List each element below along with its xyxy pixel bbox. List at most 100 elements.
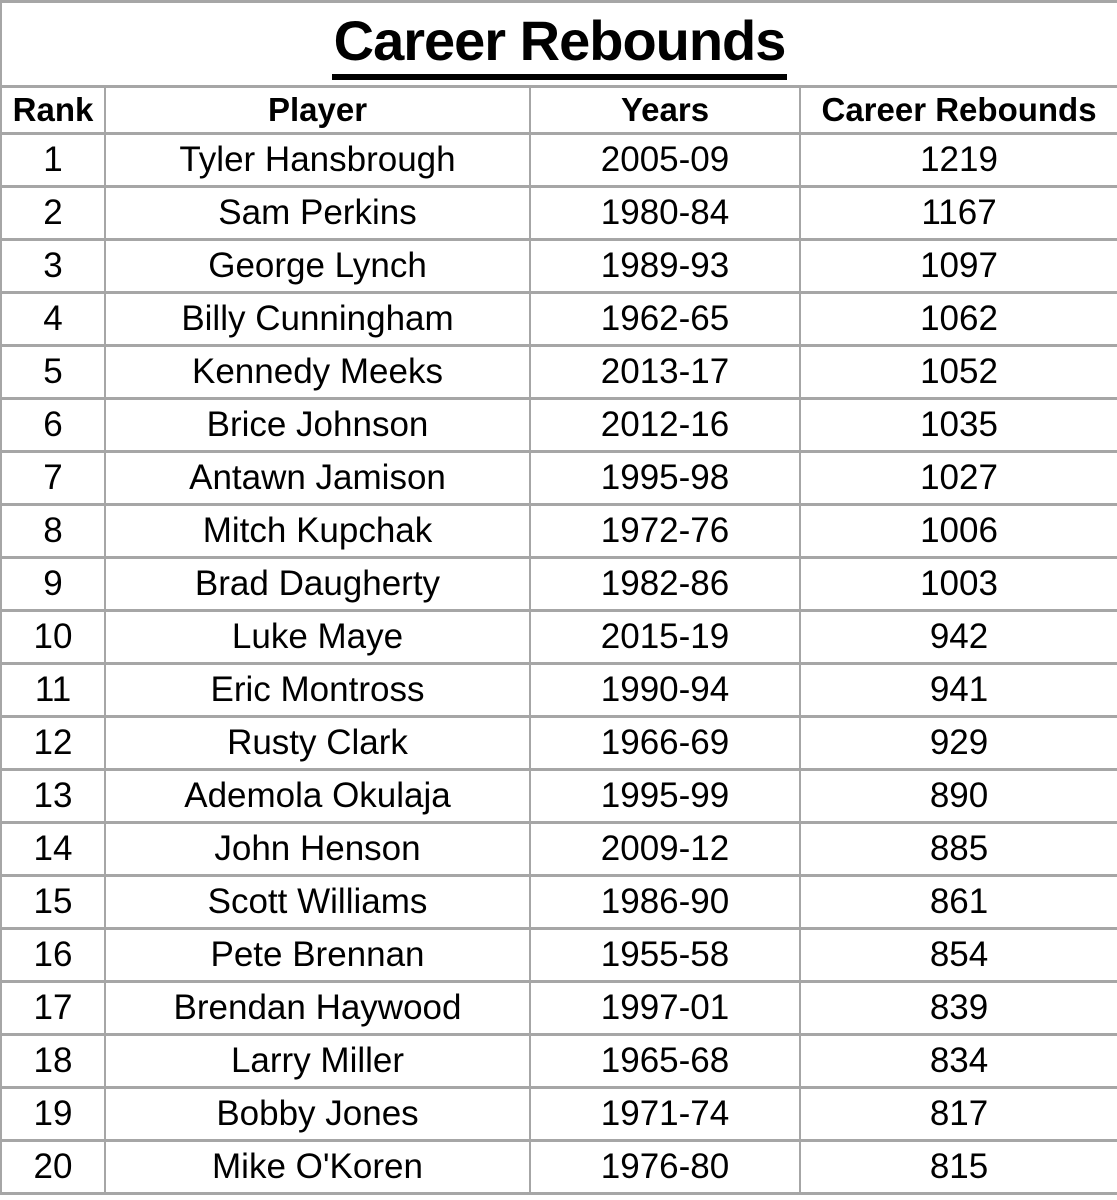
table-row: 18 Larry Miller 1965-68 834 — [0, 1033, 1117, 1089]
table-cell: 941 — [798, 662, 1117, 718]
table-cell: 1976-80 — [529, 1139, 801, 1195]
table-row: 14 John Henson 2009-12 885 — [0, 821, 1117, 877]
table-cell: Bobby Jones — [104, 1086, 531, 1142]
table-row: 19 Bobby Jones 1971-74 817 — [0, 1086, 1117, 1142]
table-cell: 1035 — [798, 397, 1117, 453]
column-header-rank: Rank — [0, 85, 106, 135]
table-cell: 1052 — [798, 344, 1117, 400]
table-cell: 12 — [0, 715, 106, 771]
table-row: 10 Luke Maye 2015-19 942 — [0, 609, 1117, 665]
table-cell: 15 — [0, 874, 106, 930]
table-cell: 854 — [798, 927, 1117, 983]
table-cell: Luke Maye — [104, 609, 531, 665]
table-row: 6 Brice Johnson 2012-16 1035 — [0, 397, 1117, 453]
table-cell: 1167 — [798, 185, 1117, 241]
table-cell: 929 — [798, 715, 1117, 771]
table-cell: 11 — [0, 662, 106, 718]
table-cell: John Henson — [104, 821, 531, 877]
table-cell: 1997-01 — [529, 980, 801, 1036]
table-cell: Tyler Hansbrough — [104, 132, 531, 188]
table-cell: 942 — [798, 609, 1117, 665]
table-cell: 1 — [0, 132, 106, 188]
table-row: 16 Pete Brennan 1955-58 854 — [0, 927, 1117, 983]
table-row: 12 Rusty Clark 1966-69 929 — [0, 715, 1117, 771]
table-cell: Kennedy Meeks — [104, 344, 531, 400]
column-header-years: Years — [529, 85, 801, 135]
table-cell: Scott Williams — [104, 874, 531, 930]
table-cell: Brice Johnson — [104, 397, 531, 453]
table-cell: 861 — [798, 874, 1117, 930]
table-cell: 1027 — [798, 450, 1117, 506]
table-cell: 1989-93 — [529, 238, 801, 294]
title-row: Career Rebounds — [0, 0, 1117, 88]
table-row: 11 Eric Montross 1990-94 941 — [0, 662, 1117, 718]
column-header-player: Player — [104, 85, 531, 135]
header-row: Rank Player Years Career Rebounds — [0, 85, 1117, 135]
table-cell: Mike O'Koren — [104, 1139, 531, 1195]
table-cell: 1986-90 — [529, 874, 801, 930]
table-cell: 2 — [0, 185, 106, 241]
table-cell: Sam Perkins — [104, 185, 531, 241]
table-cell: 2013-17 — [529, 344, 801, 400]
table-body: 1 Tyler Hansbrough 2005-09 1219 2 Sam Perkins… — [0, 132, 1117, 1195]
table-cell: 815 — [798, 1139, 1117, 1195]
table-cell: 1003 — [798, 556, 1117, 612]
table-cell: Rusty Clark — [104, 715, 531, 771]
table-cell: 1972-76 — [529, 503, 801, 559]
column-header-career-rebounds: Career Rebounds — [798, 85, 1117, 135]
table-cell: 6 — [0, 397, 106, 453]
table-cell: 16 — [0, 927, 106, 983]
table-cell: 1990-94 — [529, 662, 801, 718]
table-row: 5 Kennedy Meeks 2013-17 1052 — [0, 344, 1117, 400]
table-row: 7 Antawn Jamison 1995-98 1027 — [0, 450, 1117, 506]
table-cell: Brendan Haywood — [104, 980, 531, 1036]
table-row: 1 Tyler Hansbrough 2005-09 1219 — [0, 132, 1117, 188]
table-cell: 817 — [798, 1086, 1117, 1142]
title-cell: Career Rebounds — [0, 0, 1117, 88]
table-cell: Billy Cunningham — [104, 291, 531, 347]
table-cell: Mitch Kupchak — [104, 503, 531, 559]
table-cell: 1955-58 — [529, 927, 801, 983]
table-cell: 2012-16 — [529, 397, 801, 453]
table-row: 15 Scott Williams 1986-90 861 — [0, 874, 1117, 930]
table-cell: 1965-68 — [529, 1033, 801, 1089]
table-cell: 890 — [798, 768, 1117, 824]
table-row: 2 Sam Perkins 1980-84 1167 — [0, 185, 1117, 241]
table-row: 3 George Lynch 1989-93 1097 — [0, 238, 1117, 294]
table-cell: 1995-98 — [529, 450, 801, 506]
table-cell: 1062 — [798, 291, 1117, 347]
table-row: 8 Mitch Kupchak 1972-76 1006 — [0, 503, 1117, 559]
table-cell: 1966-69 — [529, 715, 801, 771]
table-cell: 1006 — [798, 503, 1117, 559]
table-row: 9 Brad Daugherty 1982-86 1003 — [0, 556, 1117, 612]
table-cell: 9 — [0, 556, 106, 612]
table-cell: Eric Montross — [104, 662, 531, 718]
table-cell: 2015-19 — [529, 609, 801, 665]
table-cell: 18 — [0, 1033, 106, 1089]
table-row: 13 Ademola Okulaja 1995-99 890 — [0, 768, 1117, 824]
table-cell: 17 — [0, 980, 106, 1036]
table-cell: Ademola Okulaja — [104, 768, 531, 824]
table-cell: 10 — [0, 609, 106, 665]
table-cell: 1219 — [798, 132, 1117, 188]
table-cell: 885 — [798, 821, 1117, 877]
table-cell: 1962-65 — [529, 291, 801, 347]
table-cell: 3 — [0, 238, 106, 294]
table-cell: Pete Brennan — [104, 927, 531, 983]
table-cell: 1982-86 — [529, 556, 801, 612]
table-cell: 1971-74 — [529, 1086, 801, 1142]
table-cell: 13 — [0, 768, 106, 824]
table-cell: 19 — [0, 1086, 106, 1142]
table-cell: 14 — [0, 821, 106, 877]
table-cell: 1097 — [798, 238, 1117, 294]
page-title: Career Rebounds — [331, 11, 788, 80]
table-cell: 1980-84 — [529, 185, 801, 241]
table-cell: 2005-09 — [529, 132, 801, 188]
table-cell: 834 — [798, 1033, 1117, 1089]
table-row: 20 Mike O'Koren 1976-80 815 — [0, 1139, 1117, 1195]
table-cell: 1995-99 — [529, 768, 801, 824]
table-cell: 20 — [0, 1139, 106, 1195]
table-cell: Brad Daugherty — [104, 556, 531, 612]
table-cell: Larry Miller — [104, 1033, 531, 1089]
